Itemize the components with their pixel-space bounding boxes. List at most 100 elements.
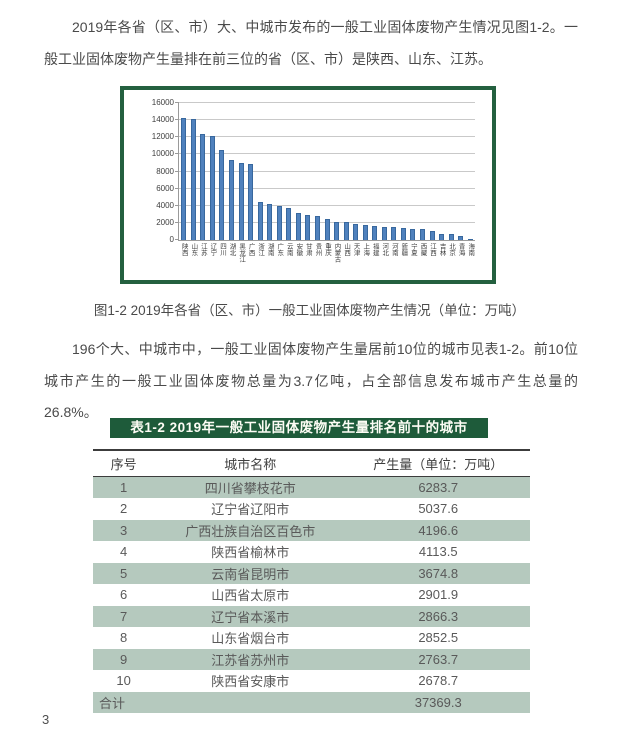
bar-河北 <box>381 226 387 240</box>
y-tick-label: 6000 <box>156 183 174 193</box>
y-tick-label: 2000 <box>156 217 174 227</box>
x-tick-label: 河南 <box>390 243 398 256</box>
gridline <box>179 187 475 189</box>
y-axis-tick <box>175 170 179 172</box>
gridline <box>179 102 475 103</box>
x-tick-label: 上海 <box>361 243 369 256</box>
x-tick-label: 江西 <box>428 243 436 256</box>
x-tick-label: 青海 <box>457 243 465 256</box>
bar-西藏 <box>419 229 425 240</box>
x-tick-label: 福建 <box>371 243 379 256</box>
table-row: 10 陕西省安康市 2678.7 <box>93 670 530 692</box>
cell-city: 陕西省安康市 <box>211 674 290 690</box>
bar-安徽 <box>295 213 301 240</box>
bar-吉林 <box>439 234 445 240</box>
table-row: 5 云南省昆明市 3674.8 <box>93 562 530 584</box>
x-tick-label: 河北 <box>380 243 388 256</box>
figure-caption: 图1-2 2019年各省（区、市）一般工业固体废物产生情况（单位：万吨） <box>93 303 526 318</box>
cell-rank: 9 <box>119 651 128 667</box>
bar-湖南 <box>267 204 273 240</box>
bar-陕西 <box>181 117 187 240</box>
x-tick-label: 北京 <box>447 243 455 256</box>
bar-重庆 <box>324 219 330 240</box>
cell-value: 2678.7 <box>418 673 459 689</box>
cell-value: 2901.9 <box>418 587 459 603</box>
bar-黑龙江 <box>238 163 244 240</box>
total-label: 合计 <box>99 695 126 711</box>
table-row: 8 山东省烟台市 2852.5 <box>93 627 530 649</box>
gridline <box>179 170 475 172</box>
y-tick-label: 4000 <box>156 200 174 210</box>
x-tick-label: 贵州 <box>313 243 321 256</box>
intro-paragraph: 2019年各省（区、市）大、中城市发布的一般工业固体废物产生情况见图1-2。一般… <box>44 19 578 67</box>
x-tick-label: 湖南 <box>266 243 274 256</box>
x-tick-label: 四川 <box>218 243 226 256</box>
cell-rank: 3 <box>119 522 128 538</box>
x-tick-label: 内蒙古 <box>333 243 341 263</box>
gridline <box>179 119 475 121</box>
bar-青海 <box>458 236 464 240</box>
x-tick-label: 湖北 <box>228 243 236 256</box>
bar-贵州 <box>314 216 320 240</box>
y-axis-tick <box>175 204 179 206</box>
table-header: 序号 城市名称 产生量（单位：万吨） <box>93 450 530 476</box>
bar-天津 <box>353 224 359 240</box>
x-tick-label: 山东 <box>189 243 197 256</box>
y-axis-tick <box>175 239 179 240</box>
x-tick-label: 浙江 <box>256 243 264 256</box>
y-tick-label: 16000 <box>151 98 174 107</box>
x-tick-label: 辽宁 <box>208 243 216 256</box>
cell-value: 2852.5 <box>418 630 459 646</box>
cell-city: 辽宁省辽阳市 <box>211 502 290 518</box>
cell-rank: 6 <box>119 587 128 603</box>
table-row: 9 江苏省苏州市 2763.7 <box>93 648 530 670</box>
bar-宁夏 <box>410 228 416 240</box>
x-tick-label: 海南 <box>466 243 474 256</box>
gridline <box>179 136 475 138</box>
y-tick-label: 12000 <box>151 132 174 142</box>
bar-山东 <box>190 119 196 240</box>
bar-甘肃 <box>305 215 311 240</box>
x-tick-label: 广东 <box>275 243 283 256</box>
y-tick-label: 0 <box>169 235 174 244</box>
bar-广东 <box>276 206 282 240</box>
bar-广西 <box>248 163 254 240</box>
cell-value: 4196.6 <box>418 522 459 538</box>
y-tick-label: 14000 <box>151 115 174 125</box>
cell-value: 4113.5 <box>418 544 458 560</box>
table-title: 表1-2 2019年一般工业固体废物产生量排名前十的城市 <box>110 418 488 438</box>
x-tick-label: 宁夏 <box>409 243 417 256</box>
y-axis-tick <box>175 119 179 121</box>
bar-海南 <box>467 239 473 240</box>
cell-rank: 1 <box>119 479 128 495</box>
bar-新疆 <box>400 227 406 240</box>
cell-value: 5037.6 <box>418 501 459 517</box>
cell-city: 云南省昆明市 <box>211 566 290 582</box>
x-tick-label: 吉林 <box>438 243 446 256</box>
table-row: 1 四川省攀枝花市 6283.7 <box>93 476 530 498</box>
body-paragraph: 196个大、中城市中，一般工业固体废物产生量居前10位的城市见表1-2。前10位… <box>44 341 578 420</box>
cell-city: 江苏省苏州市 <box>211 652 290 668</box>
table-row: 4 陕西省榆林市 4113.5 <box>93 541 530 563</box>
header-city: 城市名称 <box>224 456 277 472</box>
y-axis-tick <box>175 187 179 189</box>
table-row: 3 广西壮族自治区百色市 4196.6 <box>93 519 530 541</box>
cell-rank: 10 <box>116 673 131 689</box>
cell-city: 山西省太原市 <box>211 588 290 604</box>
cell-value: 6283.7 <box>418 479 459 495</box>
bar-江西 <box>429 231 435 240</box>
bar-chart: 0 2000 4000 6000 8000 10000 12000 14000 16000 陕西… <box>124 90 492 280</box>
cell-rank: 2 <box>119 501 128 517</box>
cell-rank: 8 <box>119 630 128 646</box>
cell-city: 四川省攀枝花市 <box>204 480 296 496</box>
bar-上海 <box>362 224 368 240</box>
table-row: 7 辽宁省本溪市 2866.3 <box>93 605 530 627</box>
figure-1-2-chart-frame: 0 2000 4000 6000 8000 10000 12000 14000 16000 陕西… <box>120 86 496 284</box>
x-tick-label: 云南 <box>285 243 293 256</box>
x-tick-label: 黑龙江 <box>237 243 245 263</box>
cell-rank: 4 <box>119 544 128 560</box>
cell-value: 2763.7 <box>418 651 459 667</box>
table-row: 2 辽宁省辽阳市 5037.6 <box>93 498 530 520</box>
x-tick-label: 广西 <box>247 243 255 256</box>
page-number: 3 <box>42 712 50 727</box>
